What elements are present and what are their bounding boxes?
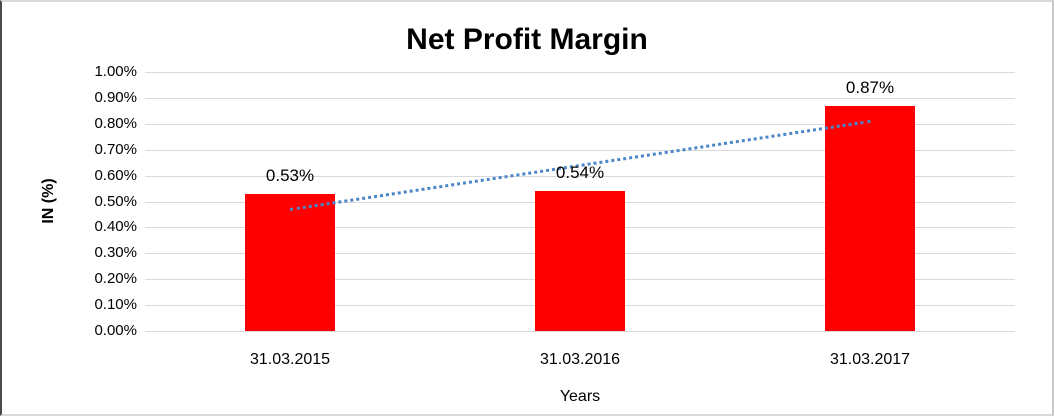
gridline: [145, 176, 1015, 177]
bar-data-label: 0.54%: [555, 163, 605, 182]
gridline: [145, 124, 1015, 125]
chart-title: Net Profit Margin: [406, 23, 648, 56]
y-axis-tick-label: 0.90%: [94, 89, 137, 106]
x-axis-category-label: 31.03.2015: [249, 351, 331, 368]
bar-data-label: 0.53%: [265, 166, 315, 185]
bar-data-label: 0.87%: [845, 78, 895, 97]
y-axis-tick-label: 0.40%: [94, 218, 137, 235]
y-axis-tick-label: 0.10%: [94, 296, 137, 313]
y-axis-tick-label: 1.00%: [94, 63, 137, 80]
gridline: [145, 331, 1015, 332]
bar: [535, 191, 625, 331]
x-axis-category-label: 31.03.2016: [539, 351, 621, 368]
y-axis-tick-label: 0.00%: [94, 322, 137, 339]
y-axis-tick-label: 0.60%: [94, 167, 137, 184]
x-axis-category-label: 31.03.2017: [829, 351, 911, 368]
y-axis-tick-label: 0.70%: [94, 141, 137, 158]
y-axis-tick-label: 0.80%: [94, 115, 137, 132]
y-axis-tick-label: 0.30%: [94, 244, 137, 261]
gridline: [145, 72, 1015, 73]
y-axis-tick-label: 0.20%: [94, 270, 137, 287]
gridline: [145, 98, 1015, 99]
gridline: [145, 150, 1015, 151]
bar: [825, 106, 915, 331]
y-axis-tick-label: 0.50%: [94, 193, 137, 210]
x-axis-title: Years: [559, 388, 601, 405]
bar: [245, 194, 335, 331]
